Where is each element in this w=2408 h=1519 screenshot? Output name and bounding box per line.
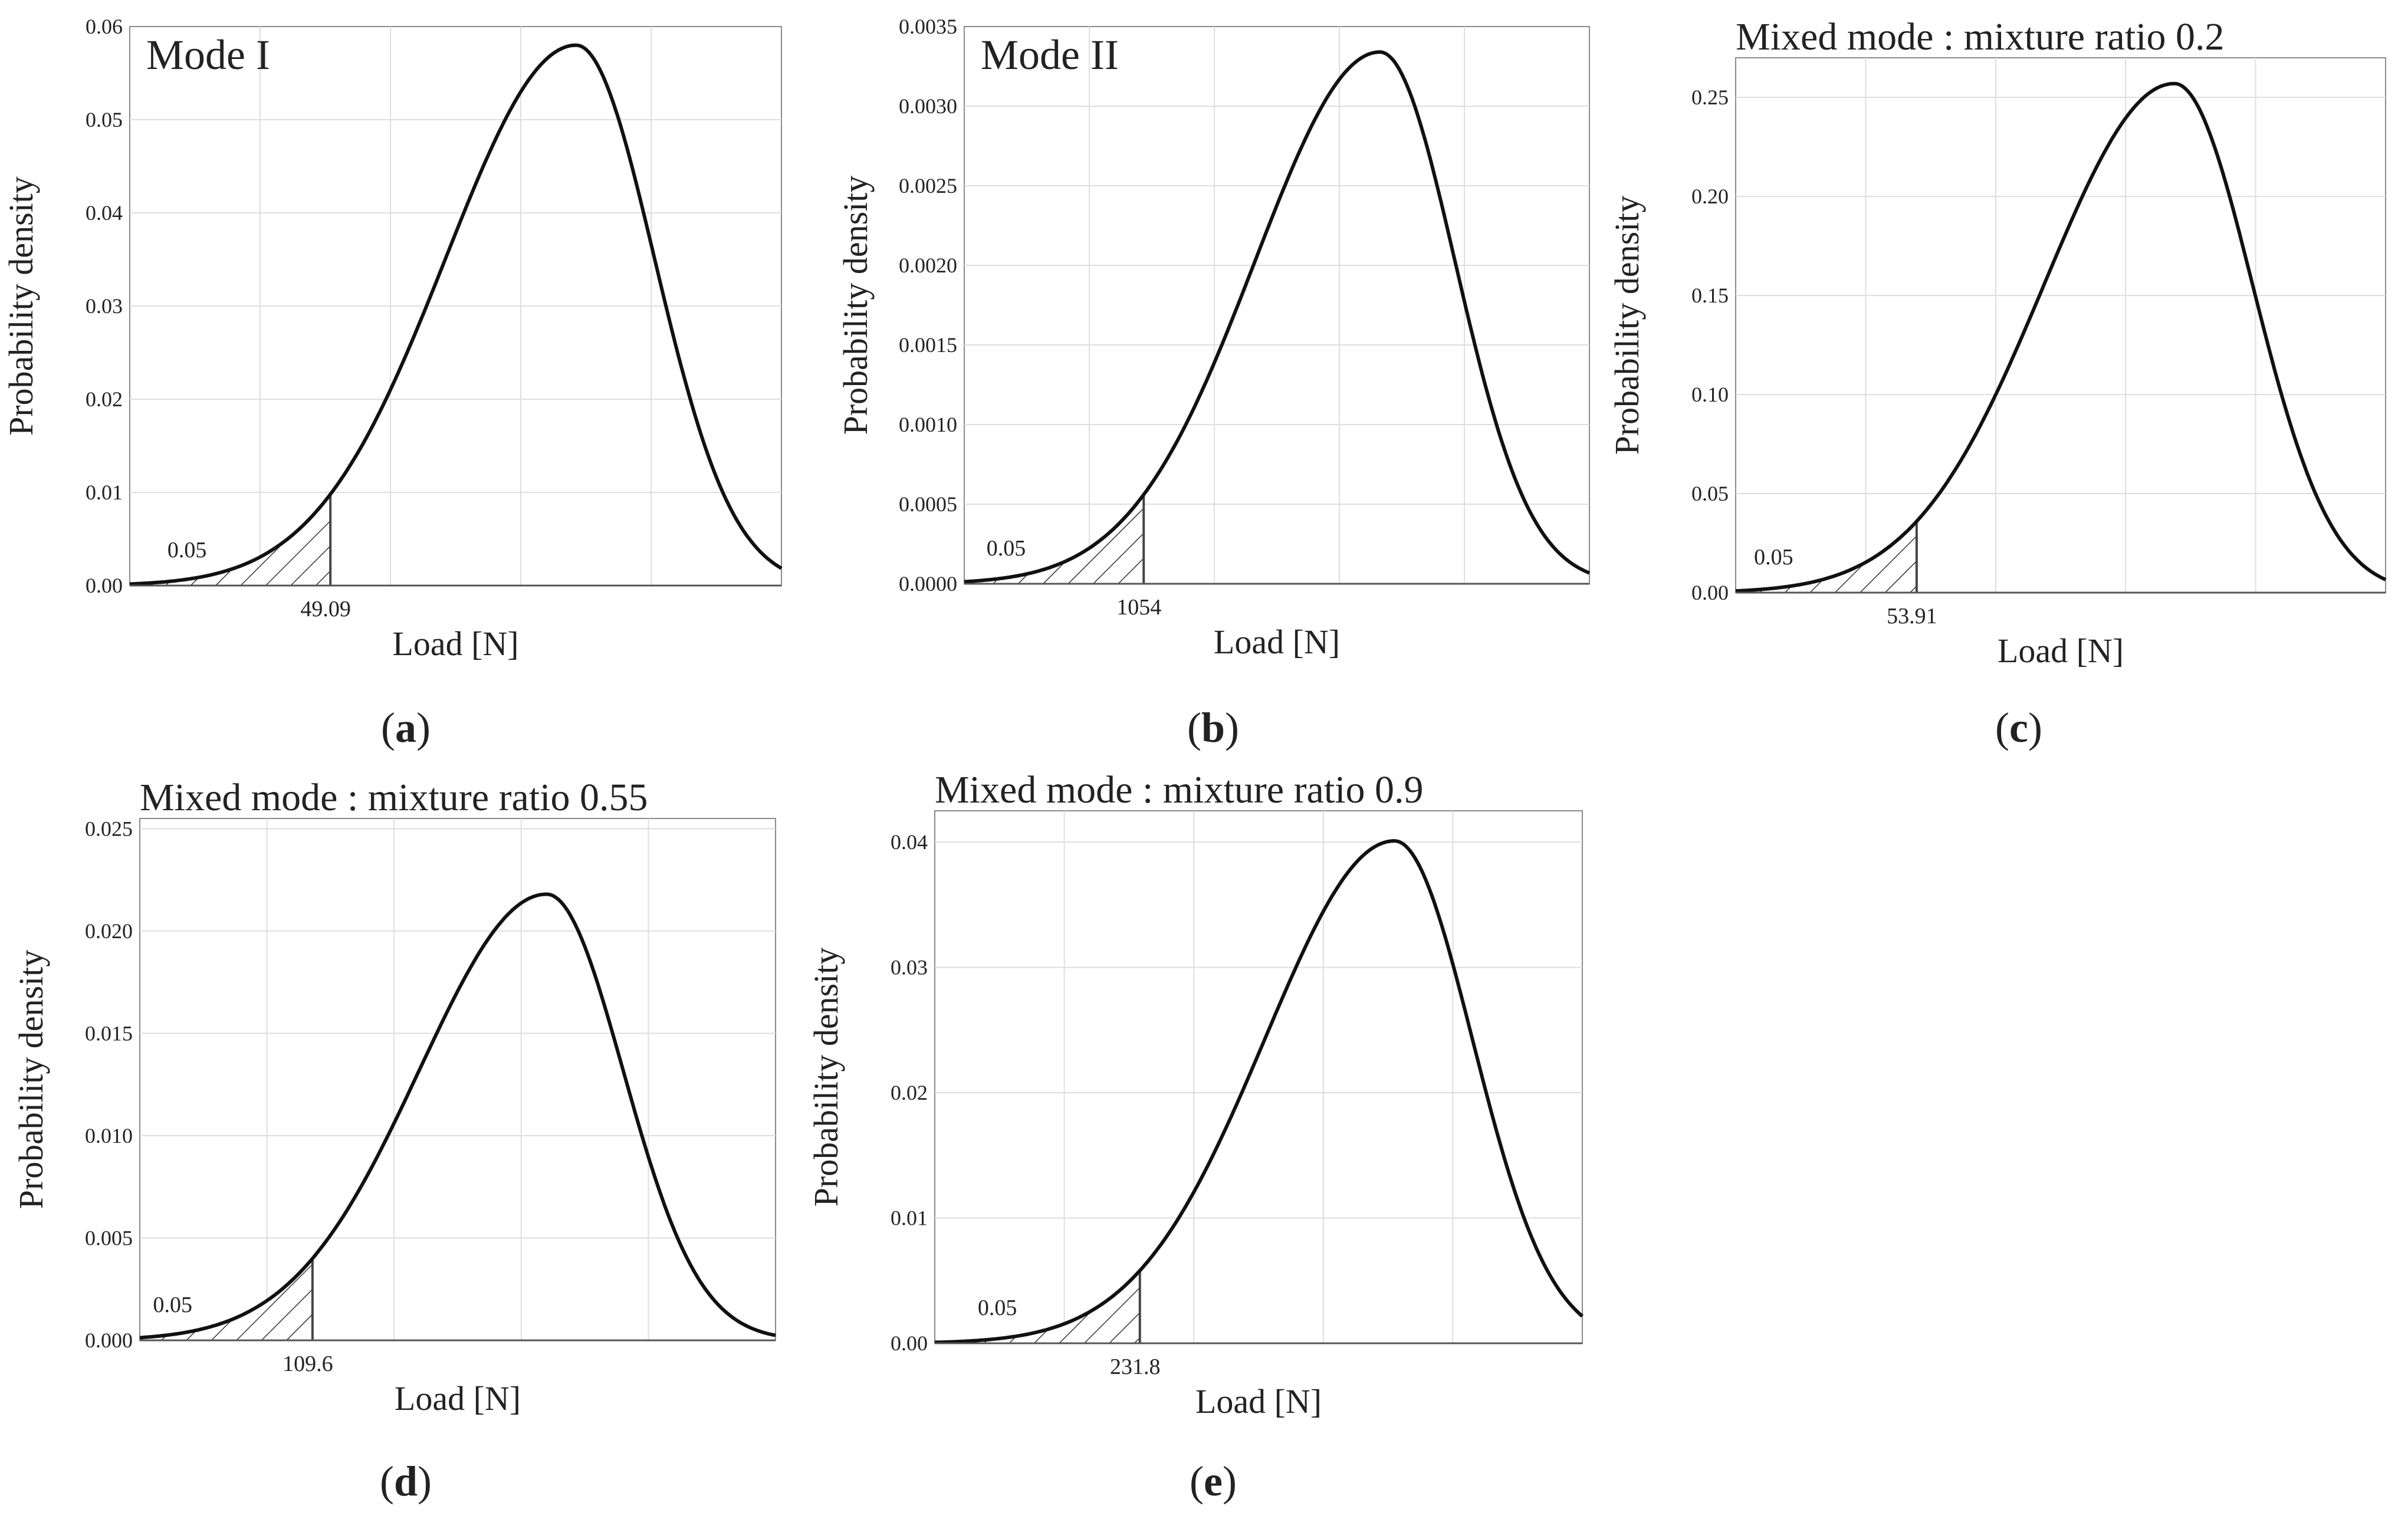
y-tick-label: 0.05	[86, 108, 123, 131]
panel-a: 0.00 0.01 0.02 0.03 0.04 0.05 0.06 0.05 49.09 Loa…	[2, 15, 783, 663]
panel-label-e: (e)	[1190, 1458, 1237, 1505]
y-tick-label: 0.0035	[899, 15, 957, 38]
y-tick-label: 0.00	[1691, 581, 1729, 604]
y-tick-label: 0.02	[891, 1081, 928, 1104]
y-tick-label: 0.02	[86, 387, 123, 411]
y-tick-label: 0.04	[86, 201, 123, 225]
panel-e: 0.00 0.01 0.02 0.03 0.04 0.05 231.8 Load [N] Pro…	[807, 768, 1584, 1421]
chart-title: Mixed mode : mixture ratio 0.55	[140, 776, 648, 819]
plot-area	[1735, 57, 2386, 593]
tail-area-hatch	[935, 1270, 1140, 1343]
chart-title: Mixed mode : mixture ratio 0.9	[935, 768, 1424, 811]
tail-area-hatch	[964, 494, 1144, 584]
y-tick-label: 0.20	[1691, 185, 1729, 208]
y-tick-label: 0.03	[86, 294, 123, 318]
chart-title: Mode II	[981, 31, 1119, 78]
critical-load-label: 1054	[1116, 595, 1161, 620]
y-tick-label: 0.0020	[899, 254, 957, 277]
y-axis-label: Probability density	[1608, 196, 1646, 455]
panel-label-a: (a)	[381, 704, 431, 751]
chart-title: Mode I	[146, 31, 270, 78]
tail-area-hatch	[140, 1258, 313, 1340]
y-tick-label: 0.010	[85, 1124, 133, 1148]
panel-c: 0.00 0.05 0.10 0.15 0.20 0.25 0.05 53.91 Load [N…	[1608, 15, 2387, 670]
y-tick-label: 0.0015	[899, 333, 957, 357]
x-axis-label: Load [N]	[392, 624, 518, 663]
y-axis-label: Probability density	[12, 950, 50, 1209]
y-tick-label: 0.020	[85, 919, 133, 943]
x-axis-label: Load [N]	[1195, 1382, 1322, 1421]
y-axis-label: Probability density	[836, 176, 875, 435]
y-tick-label: 0.0010	[899, 413, 957, 436]
y-tick-label: 0.06	[86, 15, 123, 38]
y-tick-label: 0.005	[85, 1226, 133, 1250]
y-axis-label: Probability density	[807, 948, 845, 1207]
panel-d: 0.000 0.005 0.010 0.015 0.020 0.025 0.05 109.6 L…	[12, 776, 776, 1418]
tail-probability-label: 0.05	[153, 1293, 192, 1317]
density-curve	[964, 50, 1591, 584]
panel-labels: (a) (b) (c) (d) (e)	[380, 704, 2042, 1505]
plot-area	[964, 26, 1590, 584]
y-tick-label: 0.10	[1691, 383, 1729, 406]
y-tick-label: 0.0005	[899, 492, 957, 516]
tail-area-hatch	[130, 494, 331, 586]
critical-load-label: 231.8	[1110, 1354, 1161, 1379]
y-axis-label: Probability density	[2, 176, 40, 436]
y-tick-label: 0.0030	[899, 94, 957, 118]
density-curve	[129, 43, 783, 586]
y-tick-label: 0.01	[86, 481, 123, 504]
panel-label-b: (b)	[1187, 704, 1239, 751]
tail-probability-label: 0.05	[167, 538, 207, 563]
y-tick-label: 0.15	[1691, 284, 1729, 307]
critical-load-label: 53.91	[1887, 604, 1937, 629]
density-curve	[139, 892, 776, 1340]
panel-b: 0.0000 0.0005 0.0010 0.0015 0.0020 0.0025 0.00…	[836, 15, 1591, 661]
density-curve	[1735, 81, 2387, 593]
critical-load-label: 49.09	[300, 597, 351, 622]
y-tick-label: 0.000	[85, 1329, 133, 1352]
panel-label-c: (c)	[1995, 704, 2042, 751]
tail-area-hatch	[1736, 521, 1917, 593]
plot-area	[139, 818, 776, 1341]
y-tick-label: 0.025	[85, 817, 133, 840]
y-tick-label: 0.0000	[899, 572, 957, 596]
x-axis-label: Load [N]	[395, 1379, 521, 1418]
y-tick-label: 0.04	[891, 830, 928, 854]
x-axis-label: Load [N]	[1998, 632, 2124, 670]
x-axis-label: Load [N]	[1214, 623, 1340, 661]
tail-probability-label: 0.05	[987, 536, 1026, 561]
panel-label-d: (d)	[380, 1458, 432, 1505]
plot-area	[934, 810, 1583, 1344]
y-tick-label: 0.01	[891, 1206, 928, 1230]
critical-load-label: 109.6	[282, 1352, 333, 1376]
y-tick-label: 0.015	[85, 1021, 133, 1045]
y-tick-label: 0.0025	[899, 174, 957, 198]
y-tick-label: 0.25	[1691, 86, 1729, 109]
y-tick-label: 0.00	[891, 1331, 928, 1355]
tail-probability-label: 0.05	[978, 1296, 1017, 1320]
density-curve	[934, 839, 1584, 1344]
y-tick-label: 0.03	[891, 956, 928, 979]
y-tick-label: 0.00	[86, 574, 123, 597]
chart-title: Mixed mode : mixture ratio 0.2	[1736, 15, 2225, 58]
y-tick-label: 0.05	[1691, 482, 1729, 505]
tail-probability-label: 0.05	[1754, 545, 1793, 570]
